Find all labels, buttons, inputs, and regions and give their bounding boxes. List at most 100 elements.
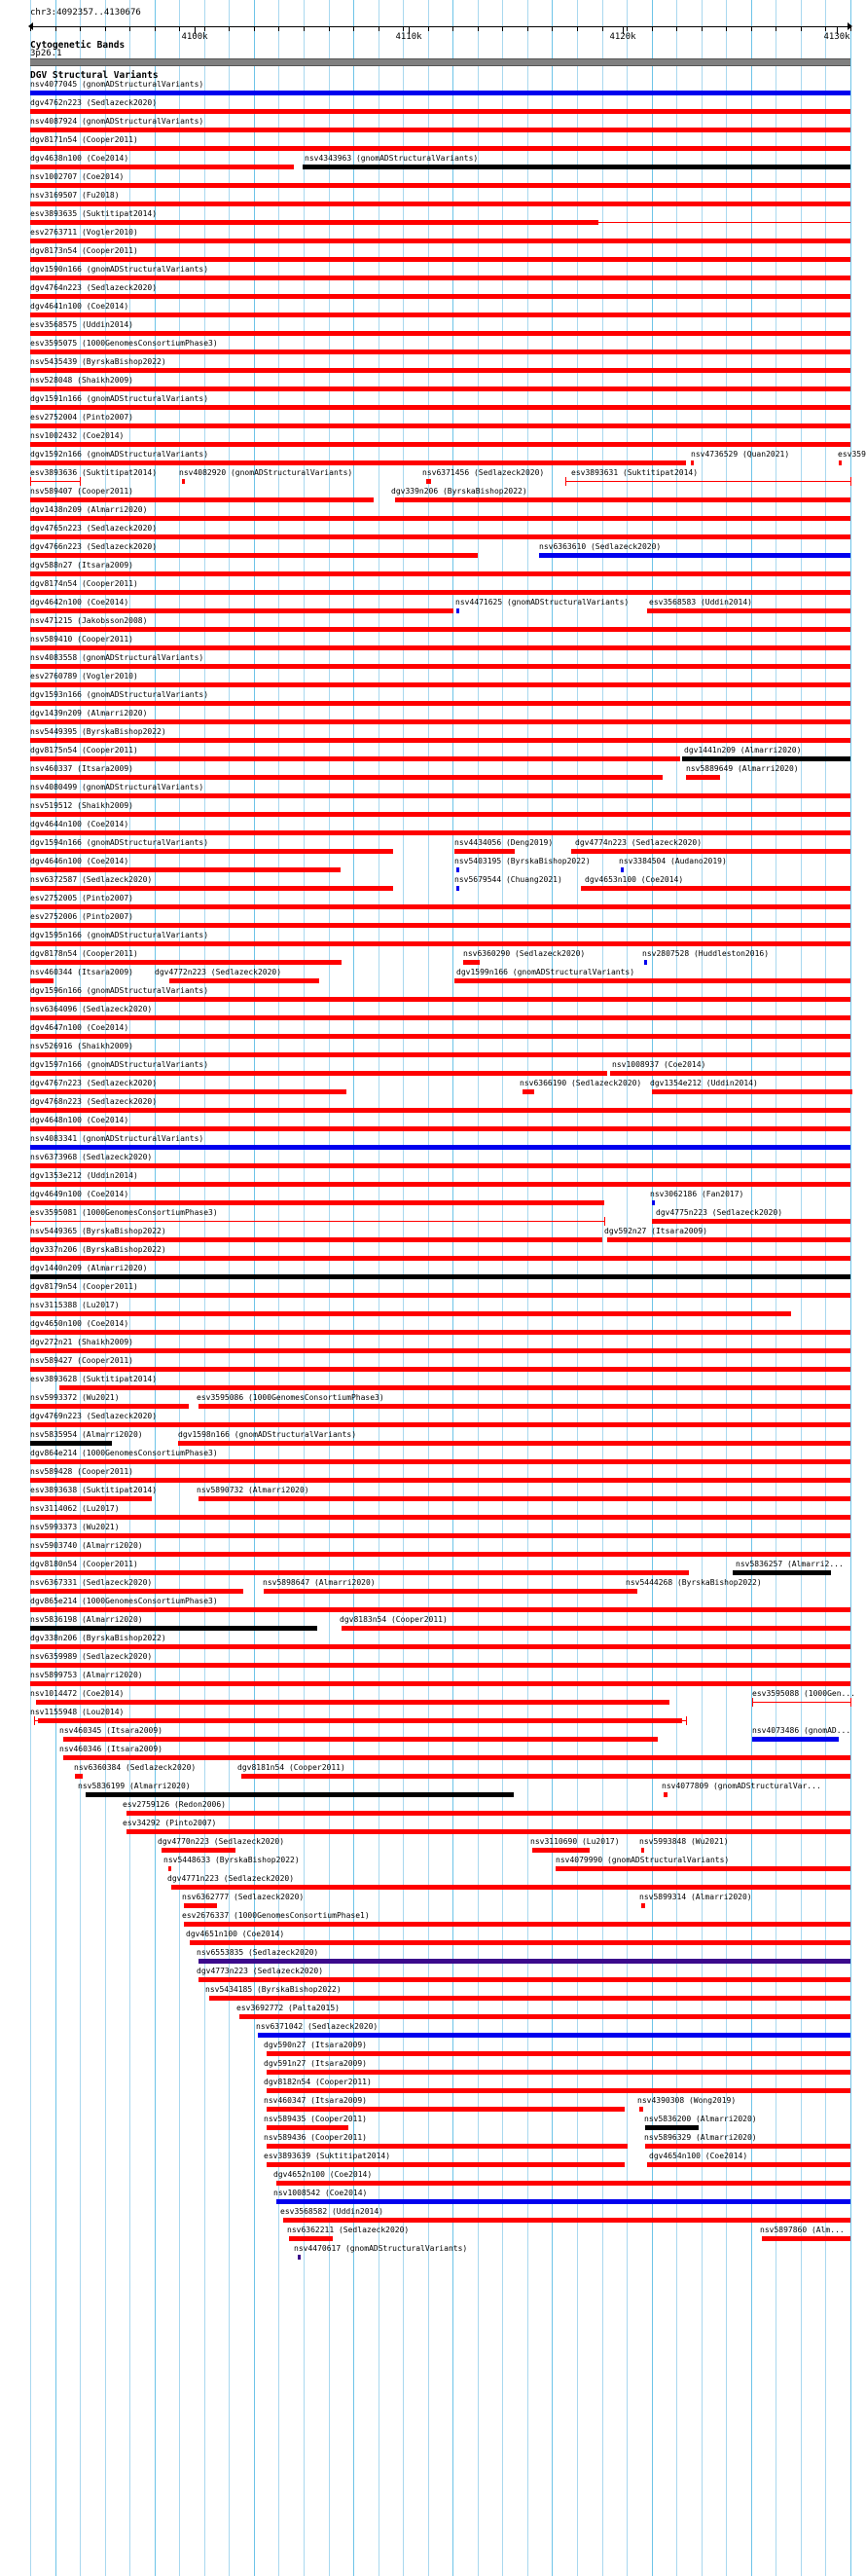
dgv-feature-bar[interactable] — [267, 2107, 625, 2112]
dgv-feature-label[interactable]: dgv1594n166 (gnomADStructuralVariants) — [30, 838, 209, 847]
dgv-feature-label[interactable]: nsv5835954 (Almarri2020) — [30, 1430, 143, 1439]
dgv-feature-bar[interactable] — [30, 830, 850, 835]
dgv-feature-bar[interactable] — [647, 2162, 850, 2167]
dgv-feature-label[interactable]: nsv1014472 (Coe2014) — [30, 1689, 125, 1698]
dgv-feature-bar[interactable] — [30, 534, 850, 539]
dgv-feature-label[interactable]: nsv6371042 (Sedlazeck2020) — [256, 2022, 379, 2031]
dgv-feature-label[interactable]: nsv4080499 (gnomADStructuralVariants) — [30, 783, 204, 791]
dgv-feature-bar[interactable] — [30, 682, 850, 687]
dgv-feature-label[interactable]: esv3595081 (1000GenomesConsortiumPhase3) — [30, 1208, 218, 1217]
dgv-feature-bar[interactable] — [30, 793, 850, 798]
dgv-feature-bar[interactable] — [30, 386, 850, 391]
dgv-feature-label[interactable]: dgv590n27 (Itsara2009) — [264, 2041, 367, 2049]
dgv-feature-label[interactable]: nsv3384504 (Audano2019) — [619, 857, 727, 865]
dgv-feature-label[interactable]: nsv5993373 (Wu2021) — [30, 1523, 120, 1531]
dgv-feature-bar[interactable] — [645, 2144, 850, 2149]
dgv-feature-bar[interactable] — [733, 1570, 831, 1575]
dgv-feature-bar[interactable] — [264, 1589, 637, 1594]
dgv-feature-label[interactable]: nsv4079990 (gnomADStructuralVariants) — [556, 1856, 730, 1864]
dgv-feature-label[interactable]: nsv5899753 (Almarri2020) — [30, 1671, 143, 1679]
dgv-feature-bar[interactable] — [30, 331, 850, 336]
dgv-feature-bar[interactable] — [303, 165, 850, 169]
dgv-feature-label[interactable]: dgv4766n223 (Sedlazeck2020) — [30, 542, 158, 551]
dgv-feature-label[interactable]: dgv4650n100 (Coe2014) — [30, 1319, 129, 1328]
dgv-feature-bar[interactable] — [621, 867, 624, 872]
dgv-feature-label[interactable]: nsv3115388 (Lu2017) — [30, 1301, 120, 1309]
dgv-feature-bar[interactable] — [647, 608, 850, 613]
dgv-feature-bar[interactable] — [298, 2255, 301, 2260]
dgv-feature-bar[interactable] — [30, 109, 850, 114]
dgv-feature-label[interactable]: dgv1440n209 (Almarri2020) — [30, 1264, 148, 1272]
dgv-feature-bar[interactable] — [30, 1089, 346, 1094]
dgv-feature-bar[interactable] — [691, 460, 694, 465]
dgv-feature-label[interactable]: nsv460337 (Itsara2009) — [30, 764, 133, 773]
dgv-feature-label[interactable]: dgv8171n54 (Cooper2011) — [30, 135, 138, 144]
dgv-feature-label[interactable]: dgv4767n223 (Sedlazeck2020) — [30, 1079, 158, 1087]
dgv-feature-label[interactable]: esv3595088 (1000Gen... — [752, 1689, 855, 1698]
dgv-feature-label[interactable]: dgv4768n223 (Sedlazeck2020) — [30, 1097, 158, 1106]
dgv-feature-bar[interactable] — [581, 886, 850, 891]
dgv-feature-bar[interactable] — [30, 719, 850, 724]
dgv-feature-bar[interactable] — [652, 1089, 852, 1094]
dgv-feature-bar[interactable] — [30, 1533, 850, 1538]
dgv-feature-bar[interactable] — [30, 1422, 850, 1427]
dgv-feature-bar[interactable] — [30, 923, 850, 928]
dgv-feature-label[interactable]: esv3893639 (Suktitipat2014) — [264, 2152, 391, 2160]
dgv-feature-bar[interactable] — [664, 1792, 668, 1797]
dgv-feature-bar[interactable] — [162, 1848, 235, 1853]
dgv-feature-bar[interactable] — [456, 867, 459, 872]
dgv-feature-bar[interactable] — [30, 812, 850, 817]
dgv-feature-label[interactable]: esv3568575 (Uddin2014) — [30, 320, 133, 329]
dgv-feature-bar[interactable] — [839, 460, 842, 465]
dgv-feature-bar[interactable] — [645, 2125, 699, 2130]
dgv-feature-label[interactable]: esv3893628 (Suktitipat2014) — [30, 1375, 158, 1383]
dgv-feature-label[interactable]: esv2752004 (Pinto2007) — [30, 413, 133, 422]
dgv-feature-label[interactable]: esv2676337 (1000GenomesConsortiumPhase1) — [182, 1911, 370, 1920]
dgv-feature-label[interactable]: dgv4644n100 (Coe2014) — [30, 820, 129, 828]
dgv-feature-bar[interactable] — [30, 1311, 791, 1316]
dgv-feature-bar[interactable] — [639, 2107, 643, 2112]
dgv-feature-label[interactable]: dgv8178n54 (Cooper2011) — [30, 949, 138, 958]
dgv-feature-label[interactable]: dgv8173n54 (Cooper2011) — [30, 246, 138, 255]
dgv-feature-bar[interactable] — [426, 479, 431, 484]
dgv-feature-bar[interactable] — [30, 1052, 850, 1057]
dgv-feature-bar[interactable] — [762, 2236, 850, 2241]
dgv-feature-bar[interactable] — [86, 1792, 514, 1797]
dgv-feature-label[interactable]: nsv5836199 (Almarri2020) — [78, 1782, 191, 1790]
dgv-feature-label[interactable]: esv3893638 (Suktitipat2014) — [30, 1486, 158, 1494]
dgv-feature-label[interactable]: dgv4638n100 (Coe2014) — [30, 154, 129, 163]
dgv-feature-label[interactable]: nsv528048 (Shaikh2009) — [30, 376, 133, 385]
dgv-feature-bar[interactable] — [30, 460, 686, 465]
dgv-feature-label[interactable]: dgv4774n223 (Sedlazeck2020) — [575, 838, 703, 847]
dgv-feature-label[interactable]: nsv460345 (Itsara2009) — [59, 1726, 162, 1735]
dgv-feature-label[interactable]: nsv4343963 (gnomADStructuralVariants) — [305, 154, 479, 163]
dgv-feature-label[interactable]: nsv4471625 (gnomADStructuralVariants) — [455, 598, 630, 607]
dgv-feature-bar[interactable] — [30, 1626, 317, 1631]
dgv-feature-label[interactable]: esv2760789 (Vogler2010) — [30, 672, 138, 681]
dgv-feature-bar[interactable] — [283, 2218, 850, 2223]
dgv-feature-label[interactable]: dgv591n27 (Itsara2009) — [264, 2059, 367, 2068]
dgv-feature-label[interactable]: nsv3114062 (Lu2017) — [30, 1504, 120, 1513]
dgv-feature-bar[interactable] — [30, 571, 850, 576]
dgv-feature-label[interactable]: nsv4434056 (Deng2019) — [454, 838, 554, 847]
dgv-feature-bar[interactable] — [198, 1496, 850, 1501]
dgv-feature-bar[interactable] — [30, 1145, 850, 1150]
dgv-feature-bar[interactable] — [239, 2014, 850, 2019]
dgv-feature-label[interactable]: nsv6366190 (Sedlazeck2020) — [520, 1079, 642, 1087]
dgv-feature-bar[interactable] — [395, 497, 850, 502]
dgv-feature-label[interactable]: nsv589428 (Cooper2011) — [30, 1467, 133, 1476]
dgv-feature-bar[interactable] — [30, 1515, 850, 1520]
dgv-feature-label[interactable]: dgv8175n54 (Cooper2011) — [30, 746, 138, 754]
dgv-feature-label[interactable]: dgv864e214 (1000GenomesConsortiumPhase3) — [30, 1449, 218, 1457]
dgv-feature-bar[interactable] — [686, 775, 720, 780]
dgv-feature-bar[interactable] — [30, 405, 850, 410]
dgv-feature-label[interactable]: nsv5836198 (Almarri2020) — [30, 1615, 143, 1624]
dgv-feature-label[interactable]: nsv5898647 (Almarri2020) — [263, 1578, 376, 1587]
dgv-feature-bar[interactable] — [30, 146, 850, 151]
dgv-feature-bar[interactable] — [641, 1903, 645, 1908]
dgv-feature-label[interactable]: nsv6372587 (Sedlazeck2020) — [30, 875, 153, 884]
dgv-feature-label[interactable]: nsv526916 (Shaikh2009) — [30, 1042, 133, 1050]
dgv-feature-bar[interactable] — [198, 1959, 850, 1964]
dgv-feature-label[interactable]: dgv4646n100 (Coe2014) — [30, 857, 129, 865]
dgv-feature-bar[interactable] — [463, 960, 480, 965]
